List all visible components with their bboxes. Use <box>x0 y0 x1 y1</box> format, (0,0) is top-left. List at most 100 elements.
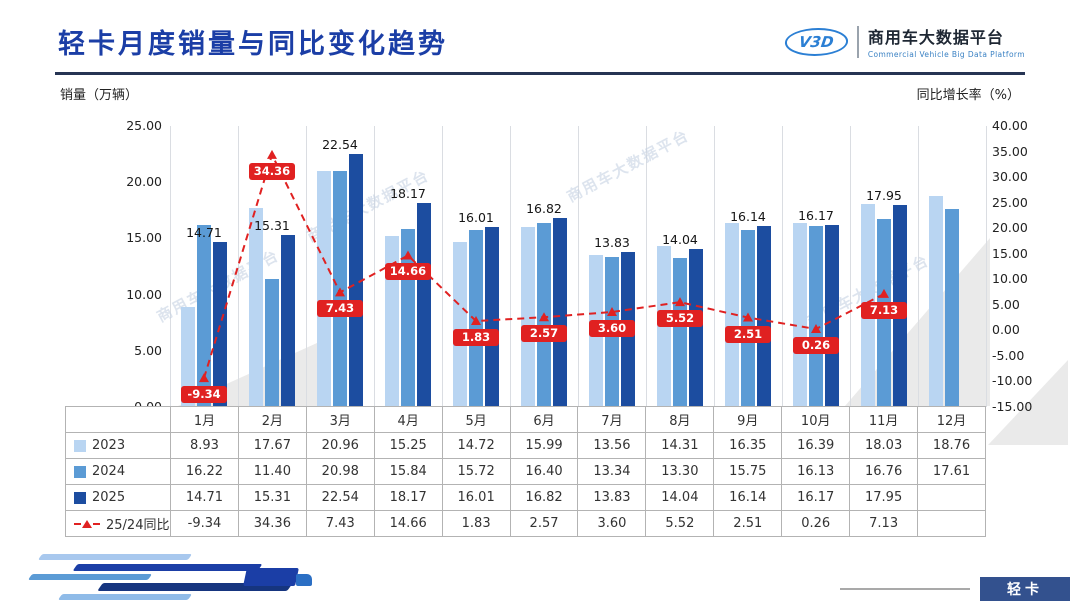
data-table: 1月 2月 3月 4月 5月 6月 7月 8月 9月 10月 11月 12月 2023 8.93 17.67… <box>65 406 986 537</box>
month-header: 11月 <box>850 407 919 433</box>
month-gridline <box>374 126 375 407</box>
table-cell-yoy-7月: 3.60 <box>578 511 647 537</box>
table-cell-2025-9月: 16.14 <box>714 485 783 511</box>
speed-stripe <box>72 564 263 571</box>
left-axis-tick: 5.00 <box>134 342 162 358</box>
table-cell-2024-1月: 16.22 <box>171 459 239 485</box>
table-cell-yoy-11月: 7.13 <box>850 511 919 537</box>
yoy-value-label: 2.57 <box>521 325 567 343</box>
table-cell-2024-2月: 11.40 <box>238 459 307 485</box>
table-cell-2023-9月: 16.35 <box>714 433 783 459</box>
month-gridline <box>986 126 987 407</box>
header-divider <box>55 72 1025 75</box>
table-cell-2025-3月: 22.54 <box>306 485 375 511</box>
month-header: 6月 <box>510 407 579 433</box>
table-cell-2023-8月: 14.31 <box>646 433 715 459</box>
bar-2023-10月 <box>793 222 807 407</box>
bar-2023-3月 <box>317 171 331 407</box>
bar-value-label: 16.14 <box>730 208 766 224</box>
right-axis-tick: 35.00 <box>992 143 1028 159</box>
bar-2024-1月 <box>197 224 211 407</box>
month-gridline <box>442 126 443 407</box>
bar-value-label: 14.04 <box>662 232 698 248</box>
bar-2023-12月 <box>929 196 943 407</box>
bar-value-label: 13.83 <box>594 234 630 250</box>
table-cell-yoy-9月: 2.51 <box>714 511 783 537</box>
bar-2023-5月 <box>453 241 467 407</box>
yoy-value-label: 34.36 <box>249 162 295 180</box>
legend-label: 2025 <box>92 490 126 505</box>
month-header: 12月 <box>918 407 986 433</box>
bar-value-label: 15.31 <box>254 217 290 233</box>
table-cell-2024-6月: 16.40 <box>510 459 579 485</box>
month-gridline <box>646 126 647 407</box>
bar-2025-5月 <box>485 227 499 407</box>
right-axis-tick: 20.00 <box>992 220 1028 236</box>
legend-label: 2024 <box>92 464 126 479</box>
bar-2025-9月 <box>757 225 771 407</box>
table-cell-2023-6月: 15.99 <box>510 433 579 459</box>
bar-2024-10月 <box>809 225 823 407</box>
yoy-value-label: 7.43 <box>317 300 363 318</box>
month-header: 4月 <box>374 407 443 433</box>
bar-2023-2月 <box>249 208 263 407</box>
month-header: 9月 <box>714 407 783 433</box>
right-axis-tick: 10.00 <box>992 271 1028 287</box>
table-cell-2023-10月: 16.39 <box>782 433 851 459</box>
yoy-value-label: 1.83 <box>453 329 499 346</box>
table-cell-2025-2月: 15.31 <box>238 485 307 511</box>
table-cell-yoy-5月: 1.83 <box>442 511 511 537</box>
legend-2025: 2025 <box>66 485 171 511</box>
month-gridline <box>850 126 851 407</box>
bar-value-label: 16.82 <box>526 200 562 216</box>
right-axis-tick: -15.00 <box>992 399 1033 414</box>
bar-2025-1月 <box>213 241 227 407</box>
yoy-value-label: 3.60 <box>589 319 635 337</box>
month-header: 8月 <box>646 407 715 433</box>
left-axis-tick: 15.00 <box>126 230 162 246</box>
bar-2024-8月 <box>673 257 687 407</box>
legend-2023: 2023 <box>66 433 171 459</box>
month-gridline <box>714 126 715 407</box>
table-cell-yoy-10月: 0.26 <box>782 511 851 537</box>
logo-separator <box>856 25 859 58</box>
bar-2025-2月 <box>281 234 295 407</box>
page-title: 轻卡月度销量与同比变化趋势 <box>58 29 448 60</box>
bar-value-label: 22.54 <box>322 136 358 152</box>
table-cell-2023-5月: 14.72 <box>442 433 511 459</box>
table-cell-yoy-2月: 34.36 <box>238 511 307 537</box>
month-gridline <box>510 126 511 407</box>
month-header: 2月 <box>238 407 307 433</box>
table-cell-2024-11月: 16.76 <box>850 459 919 485</box>
yoy-value-label: 7.13 <box>861 301 907 319</box>
table-cell-2024-10月: 16.13 <box>782 459 851 485</box>
legend-swatch <box>74 439 86 452</box>
table-cell-2025-10月: 16.17 <box>782 485 851 511</box>
left-axis-tick: 25.00 <box>126 118 162 133</box>
table-corner <box>66 407 171 433</box>
legend-2024: 2024 <box>66 459 171 485</box>
bar-2024-12月 <box>945 209 959 407</box>
brand-logo-icon: V3D <box>783 27 850 56</box>
month-header: 3月 <box>306 407 375 433</box>
table-cell-yoy-4月: 14.66 <box>374 511 443 537</box>
bar-value-label: 18.17 <box>390 185 426 201</box>
yoy-value-label: 0.26 <box>793 337 839 355</box>
legend-swatch <box>74 465 86 478</box>
left-axis-tick: 10.00 <box>126 286 162 302</box>
segment-badge: 轻卡 <box>980 577 1070 601</box>
bar-2025-3月 <box>349 153 363 407</box>
table-cell-2025-11月: 17.95 <box>850 485 919 511</box>
bar-value-label: 16.17 <box>798 208 834 224</box>
legend-label: 25/24同比 <box>106 518 170 533</box>
table-cell-2025-12月 <box>918 485 986 511</box>
bar-value-label: 17.95 <box>866 188 902 204</box>
month-gridline <box>306 126 307 407</box>
yoy-line <box>199 149 889 383</box>
brand-name-en: Commercial Vehicle Big Data Platform <box>867 50 1025 59</box>
bar-2023-9月 <box>725 223 739 407</box>
table-cell-yoy-12月 <box>918 511 986 537</box>
bar-2023-1月 <box>181 306 195 407</box>
table-cell-2023-7月: 13.56 <box>578 433 647 459</box>
